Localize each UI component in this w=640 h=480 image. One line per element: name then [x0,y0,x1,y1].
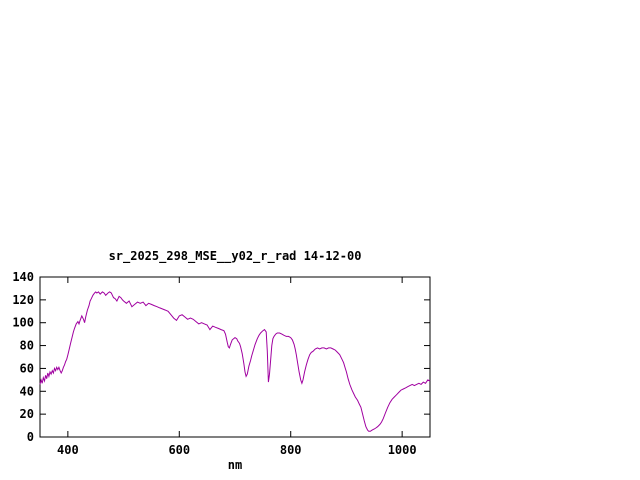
x-tick-label: 800 [280,443,302,457]
y-tick-label: 40 [20,384,34,398]
plot-border [39,276,431,438]
y-tick-label: 80 [20,339,34,353]
x-tick-label: 1000 [388,443,417,457]
series-line [39,291,431,432]
x-axis-label: nm [227,458,243,472]
y-tick-label: 140 [12,270,34,284]
y-tick-label: 60 [20,361,34,375]
chart-title: sr_2025_298_MSE__y02_r_rad 14-12-00 [108,249,362,263]
y-tick-label: 0 [27,430,34,444]
x-tick-label: 400 [57,443,79,457]
y-tick-label: 120 [12,293,34,307]
y-tick-label: 100 [12,316,34,330]
y-tick-label: 20 [20,407,34,421]
x-tick-label: 600 [168,443,190,457]
